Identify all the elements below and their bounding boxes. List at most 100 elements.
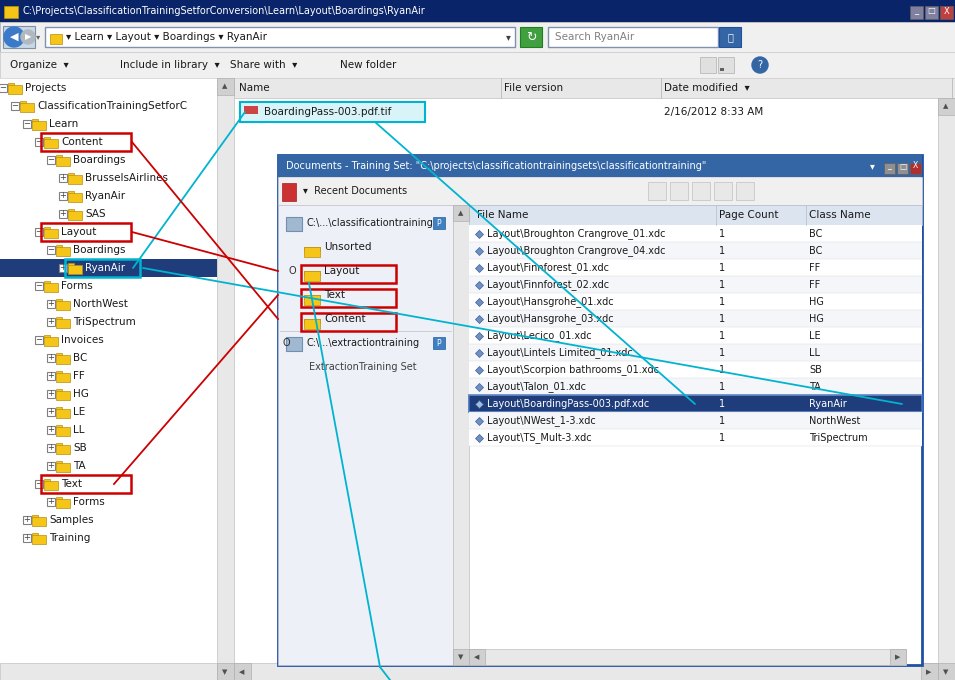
Bar — [278, 155, 922, 177]
Text: LL: LL — [73, 425, 84, 435]
Text: LL: LL — [809, 348, 820, 358]
Bar — [45, 27, 515, 47]
Bar — [56, 425, 62, 428]
Bar — [32, 535, 46, 544]
Text: ExtractionTraining Set: ExtractionTraining Set — [309, 362, 416, 372]
Text: NorthWest: NorthWest — [73, 299, 128, 309]
Bar — [469, 259, 922, 276]
Text: Layout\Broughton Crangrove_04.xdc: Layout\Broughton Crangrove_04.xdc — [487, 245, 666, 256]
Bar — [47, 462, 55, 470]
Bar — [32, 517, 46, 526]
Text: ▾ Learn ▾ Layout ▾ Boardings ▾ RyanAir: ▾ Learn ▾ Layout ▾ Boardings ▾ RyanAir — [66, 32, 267, 42]
Text: NorthWest: NorthWest — [809, 416, 860, 426]
Text: ◀: ◀ — [10, 32, 18, 42]
Text: BrusselsAirlines: BrusselsAirlines — [85, 173, 168, 183]
Bar — [304, 271, 320, 281]
Text: +: + — [59, 263, 67, 273]
Bar — [56, 445, 70, 454]
Text: ◀: ◀ — [475, 654, 479, 660]
Text: +: + — [24, 534, 31, 543]
Bar — [68, 173, 74, 176]
Text: Layout\Broughton Crangrove_01.xdc: Layout\Broughton Crangrove_01.xdc — [487, 228, 666, 239]
Bar — [548, 27, 718, 47]
Bar — [56, 157, 70, 166]
Bar — [217, 78, 234, 680]
Bar — [469, 412, 922, 429]
Bar — [469, 205, 922, 225]
Bar — [8, 83, 14, 86]
Bar — [469, 276, 922, 293]
Bar — [925, 6, 938, 19]
Text: 1: 1 — [719, 331, 725, 341]
Text: 1: 1 — [719, 280, 725, 290]
Bar — [719, 27, 741, 47]
Text: LE: LE — [809, 331, 820, 341]
Bar — [469, 310, 922, 327]
Bar — [0, 663, 217, 680]
Text: ▶: ▶ — [25, 33, 32, 41]
Bar — [736, 182, 754, 200]
Text: C:\...\classificationtraining: C:\...\classificationtraining — [306, 218, 433, 228]
Text: RyanAir: RyanAir — [85, 191, 125, 201]
Text: Content: Content — [324, 314, 366, 324]
Text: Training: Training — [49, 533, 91, 543]
Bar — [240, 102, 425, 122]
Bar — [56, 499, 70, 508]
Bar — [921, 663, 938, 680]
Bar — [286, 217, 302, 231]
Bar — [648, 182, 666, 200]
Text: SAS: SAS — [85, 209, 106, 219]
Text: ▼: ▼ — [223, 669, 227, 675]
Bar — [938, 98, 955, 115]
Bar — [11, 102, 19, 110]
Bar — [47, 156, 55, 164]
Text: ▾: ▾ — [870, 161, 875, 171]
Bar — [47, 444, 55, 452]
Text: File version: File version — [504, 83, 563, 93]
Bar — [469, 378, 922, 395]
Text: Include in library  ▾: Include in library ▾ — [120, 60, 220, 70]
Text: Boardings: Boardings — [73, 245, 125, 255]
Text: Page Count: Page Count — [719, 210, 778, 220]
Bar — [469, 293, 922, 310]
Text: 1: 1 — [719, 416, 725, 426]
Text: 1: 1 — [719, 246, 725, 256]
Bar — [50, 34, 62, 44]
Bar — [23, 516, 31, 524]
Text: −: − — [24, 120, 31, 129]
Bar — [56, 155, 62, 158]
Text: RyanAir: RyanAir — [85, 263, 125, 273]
Bar — [56, 427, 70, 436]
Bar — [304, 319, 320, 329]
Bar — [44, 337, 58, 346]
Text: Documents - Training Set: "C:\projects\classificationtrainingsets\classification: Documents - Training Set: "C:\projects\c… — [286, 161, 707, 171]
Bar — [278, 155, 922, 665]
Bar — [44, 479, 51, 482]
Text: □: □ — [899, 162, 906, 171]
Text: FF: FF — [73, 371, 85, 381]
Bar — [469, 242, 922, 259]
Text: 1: 1 — [719, 314, 725, 324]
Text: ▾  Recent Documents: ▾ Recent Documents — [303, 186, 407, 196]
Bar — [56, 245, 62, 248]
Circle shape — [21, 30, 35, 44]
Text: □: □ — [927, 7, 936, 16]
Text: Forms: Forms — [73, 497, 105, 507]
Bar — [35, 282, 43, 290]
Bar — [35, 138, 43, 146]
Bar — [910, 163, 921, 174]
Text: Projects: Projects — [25, 83, 67, 93]
Bar — [47, 318, 55, 326]
Text: Layout\Hansgrohe_03.xdc: Layout\Hansgrohe_03.xdc — [487, 313, 614, 324]
Text: +: + — [48, 443, 54, 452]
Text: O: O — [282, 338, 289, 348]
Bar — [56, 301, 70, 310]
Bar — [56, 461, 62, 464]
Text: P: P — [436, 218, 441, 228]
Bar — [59, 210, 67, 218]
Bar — [56, 409, 70, 418]
Bar — [56, 299, 62, 303]
Bar — [938, 663, 955, 680]
Bar — [520, 27, 542, 47]
Bar — [453, 205, 469, 665]
